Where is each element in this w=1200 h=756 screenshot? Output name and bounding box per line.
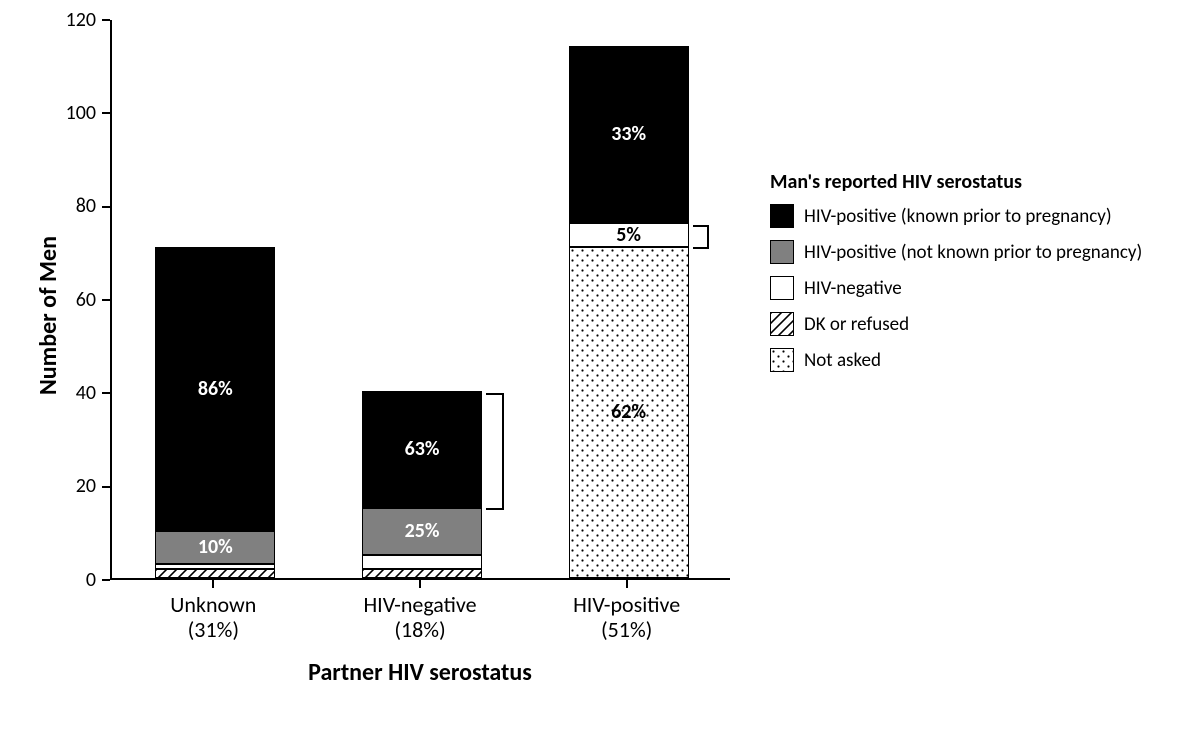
bar-segment-hiv_negative (155, 564, 275, 569)
bar-segment-hiv_pos_known_prior (569, 46, 689, 223)
x-axis-title: Partner HIV serostatus (110, 658, 730, 687)
legend-label: Not asked (804, 349, 881, 372)
y-tick-label: 20 (52, 474, 96, 498)
x-category-label-line2: (18%) (320, 617, 520, 642)
legend-swatch (770, 312, 794, 336)
legend-item: HIV-positive (known prior to pregnancy) (770, 204, 1142, 228)
y-axis-title: Number of Men (34, 236, 63, 395)
y-tick-mark (102, 206, 110, 208)
y-tick-mark (102, 112, 110, 114)
legend-label: HIV-positive (known prior to pregnancy) (804, 205, 1112, 228)
bar: 62%5%33% (569, 46, 689, 578)
bracket-annotation (486, 393, 504, 510)
y-tick-label: 100 (52, 101, 96, 125)
legend-label: DK or refused (804, 313, 909, 336)
x-category-label: HIV-positive(51%) (527, 592, 727, 643)
y-tick-mark (102, 19, 110, 21)
bar-segment-hiv_pos_known_prior (362, 391, 482, 508)
x-tick-mark (419, 580, 421, 588)
x-tick-mark (626, 580, 628, 588)
y-tick-mark (102, 299, 110, 301)
legend-title: Man's reported HIV serostatus (770, 170, 1142, 194)
bar-segment-hiv_negative (362, 555, 482, 569)
y-tick-mark (102, 579, 110, 581)
bar-segment-dk_refused (155, 569, 275, 578)
x-category-label-line2: (31%) (113, 617, 313, 642)
legend-item: HIV-positive (not known prior to pregnan… (770, 240, 1142, 264)
legend-item: DK or refused (770, 312, 1142, 336)
legend-swatch (770, 204, 794, 228)
bar-segment-hiv_negative (569, 223, 689, 246)
x-category-label-line1: Unknown (113, 592, 313, 617)
bar: 25%63% (362, 391, 482, 578)
bracket-annotation (693, 225, 709, 248)
bar-segment-not_asked (569, 247, 689, 578)
bar-segment-hiv_pos_not_known_prior (362, 508, 482, 555)
legend-swatch (770, 276, 794, 300)
x-category-label-line1: HIV-negative (320, 592, 520, 617)
legend-label: HIV-negative (804, 277, 902, 300)
legend-item: Not asked (770, 348, 1142, 372)
legend: Man's reported HIV serostatus HIV-positiv… (770, 170, 1142, 384)
plot-area: 10%86% 25%63% 62%5%33% (110, 20, 730, 580)
bar: 10%86% (155, 247, 275, 578)
bar-segment-hiv_pos_known_prior (155, 247, 275, 532)
y-tick-label: 120 (52, 8, 96, 32)
x-category-label-line2: (51%) (527, 617, 727, 642)
y-tick-label: 0 (52, 568, 96, 592)
legend-label: HIV-positive (not known prior to pregnan… (804, 241, 1142, 264)
x-category-label-line1: HIV-positive (527, 592, 727, 617)
legend-swatch (770, 240, 794, 264)
legend-swatch (770, 348, 794, 372)
x-category-label: HIV-negative(18%) (320, 592, 520, 643)
x-category-label: Unknown(31%) (113, 592, 313, 643)
chart-root: 10%86%25%63%62%5%33%020406080100120Numbe… (0, 0, 1200, 756)
legend-item: HIV-negative (770, 276, 1142, 300)
bar-segment-hiv_pos_not_known_prior (155, 531, 275, 564)
y-tick-label: 80 (52, 194, 96, 218)
bar-segment-dk_refused (362, 569, 482, 578)
y-tick-mark (102, 486, 110, 488)
y-tick-mark (102, 392, 110, 394)
x-tick-mark (212, 580, 214, 588)
